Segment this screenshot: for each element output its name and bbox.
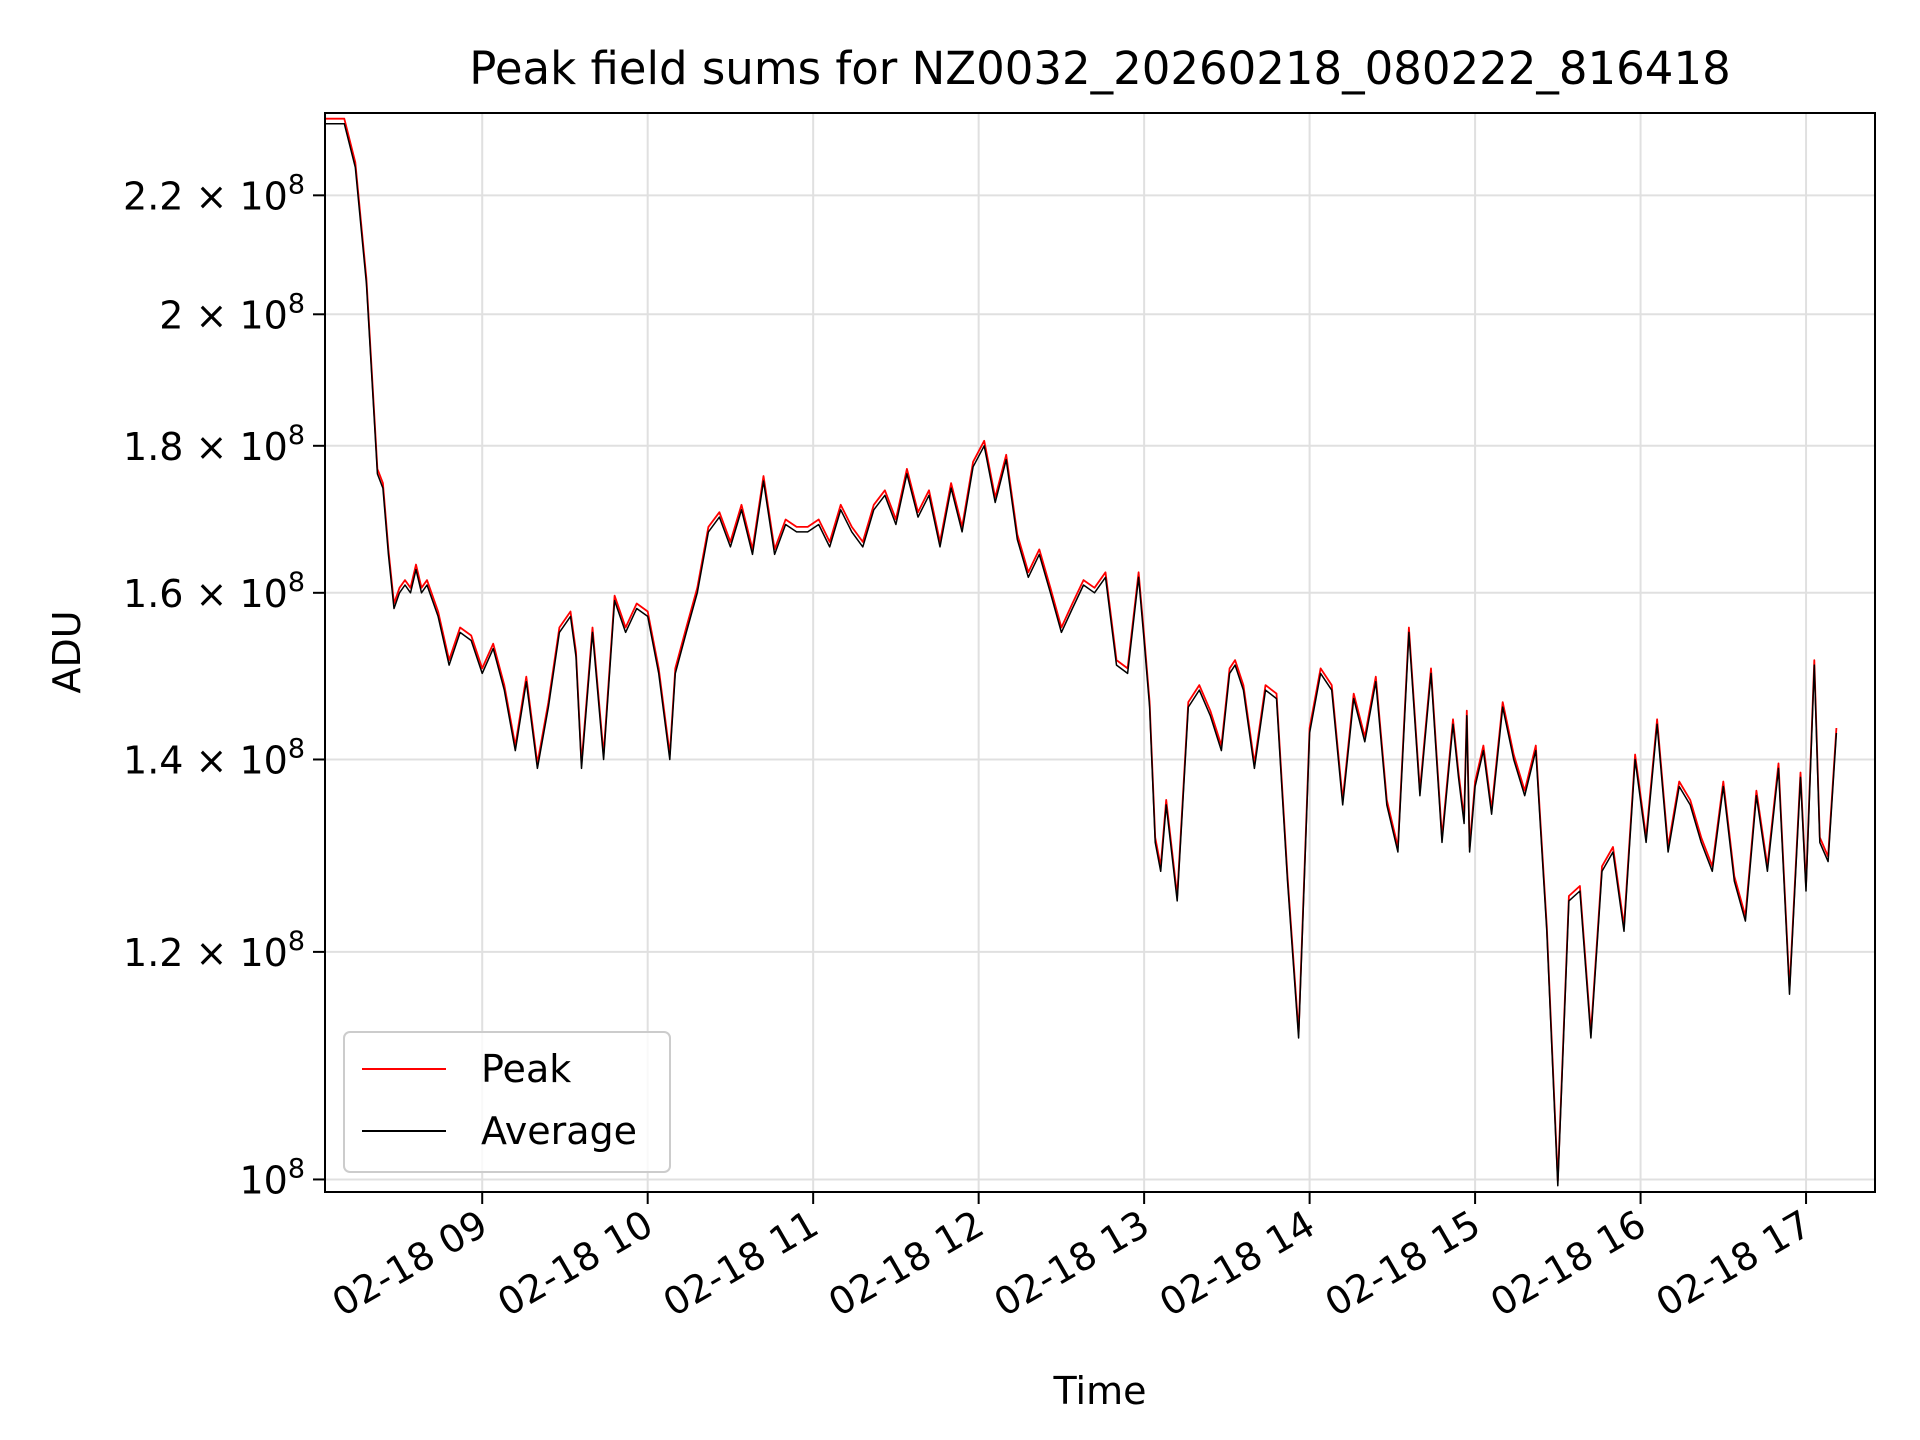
y-tick-label: 1.8 × 108 bbox=[123, 420, 305, 469]
x-axis-label: Time bbox=[1053, 1369, 1147, 1413]
y-axis-label: ADU bbox=[45, 610, 89, 693]
legend-box bbox=[343, 1031, 671, 1173]
y-tick-label: 2 × 108 bbox=[159, 288, 305, 337]
y-tick-label: 1.6 × 108 bbox=[123, 567, 305, 616]
y-tick-label: 2.2 × 108 bbox=[123, 169, 305, 218]
y-axis-ticks: 108 1.2 × 108 1.4 × 108 1.6 × 108 1.8 × 108 2… bbox=[123, 169, 325, 1202]
plot-frame bbox=[324, 112, 1876, 1193]
y-tick-label: 1.2 × 108 bbox=[123, 926, 305, 975]
chart-title: Peak field sums for NZ0032_20260218_0802… bbox=[469, 42, 1730, 95]
legend-label-peak: Peak bbox=[481, 1047, 571, 1091]
grid-lines bbox=[325, 113, 1875, 1192]
series-layer bbox=[325, 117, 1838, 1187]
legend: Peak Average bbox=[343, 1031, 671, 1173]
legend-label-average: Average bbox=[481, 1109, 637, 1153]
series-line-average bbox=[325, 122, 1838, 1187]
y-tick-label: 108 bbox=[239, 1153, 305, 1202]
y-tick-label: 1.4 × 108 bbox=[123, 733, 305, 782]
